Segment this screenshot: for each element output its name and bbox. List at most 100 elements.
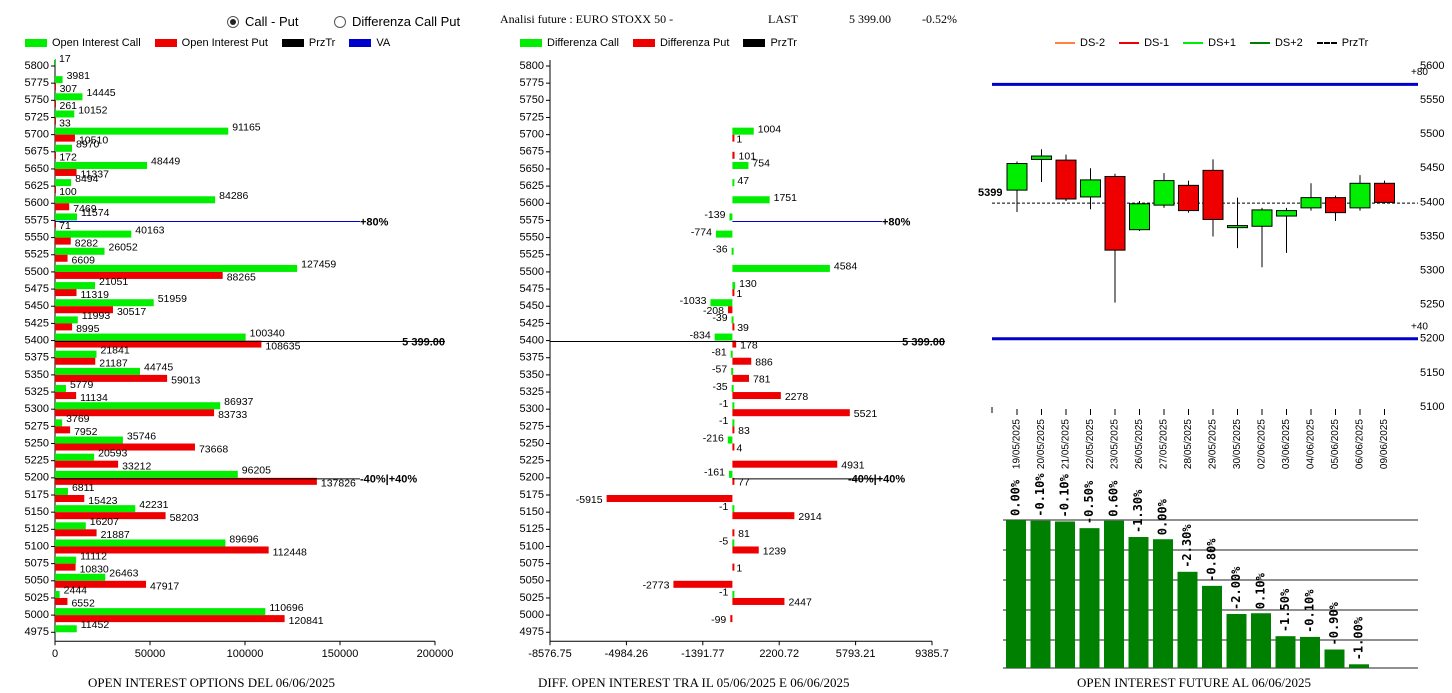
- oi-call-value: 51959: [158, 293, 187, 305]
- oi-put-value: 172: [59, 152, 77, 164]
- oi-put-value: 11337: [81, 169, 110, 181]
- oi-put-value: 11134: [80, 392, 108, 404]
- diff-call-value: -1: [719, 501, 728, 513]
- diff-prztr-label: 5 399.00: [902, 336, 945, 348]
- oi-put-bar: [55, 306, 113, 314]
- diff-call-bar: [732, 179, 735, 187]
- radio-call-put[interactable]: Call - Put: [227, 14, 298, 29]
- diff-strike-label: 5425: [520, 317, 544, 329]
- oi-put-bar: [55, 83, 56, 91]
- future-bar: [1349, 664, 1369, 668]
- diff-call-value: 1004: [758, 123, 782, 135]
- oi-call-bar: [55, 110, 75, 118]
- diff-put-value: -2773: [643, 580, 670, 592]
- diff-strike-label: 5000: [520, 609, 544, 621]
- oi-strike-label: 5750: [25, 94, 49, 106]
- diff-strike-label: 5750: [520, 94, 544, 106]
- diff-put-bar: [732, 563, 735, 571]
- future-bar-label: -0.10%: [1303, 589, 1317, 633]
- oi-call-bar: [55, 333, 246, 341]
- candle-y-label: 5500: [1420, 128, 1444, 140]
- candle-y-label: 5350: [1420, 230, 1444, 242]
- candle-body: [1178, 184, 1199, 212]
- oi-put-bar: [55, 409, 215, 417]
- diff-strike-label: 5775: [520, 77, 544, 89]
- legend-ds-minus1-label: DS-1: [1144, 37, 1170, 49]
- diff-put-bar: [732, 460, 838, 468]
- oi-strike-label: 5325: [25, 386, 49, 398]
- oi-put-value: 71: [59, 220, 71, 232]
- diff-strike-label: 5225: [520, 455, 544, 467]
- legend-oi-call-label: Open Interest Call: [52, 37, 141, 49]
- candle-body: [1006, 163, 1028, 191]
- candle-band-label: +80: [1411, 67, 1428, 78]
- candle-date-label: 20/05/2025: [1036, 419, 1047, 469]
- oi-strike-label: 4975: [25, 626, 49, 638]
- candle-y-label: 5400: [1420, 196, 1444, 208]
- candle-body: [1031, 155, 1052, 160]
- oi-strike-label: 5400: [25, 334, 49, 346]
- radio-diff-dot[interactable]: [334, 15, 346, 28]
- oi-strike-label: 5425: [25, 317, 49, 329]
- oi-put-value: 33212: [122, 460, 151, 472]
- diff-strike-label: 5600: [520, 197, 544, 209]
- oi-call-value: 100340: [250, 327, 285, 339]
- diff-strike-label: 5475: [520, 283, 544, 295]
- diff-call-bar: [730, 350, 733, 358]
- future-bar-label: 0.00%: [1009, 479, 1023, 516]
- diff-put-value: 81: [738, 528, 750, 540]
- oi-call-bar: [55, 522, 86, 530]
- oi-call-bar: [55, 419, 63, 427]
- swatch-diff-put: [632, 39, 655, 47]
- diff-put-bar: [732, 340, 737, 348]
- oi-call-bar: [55, 144, 73, 152]
- oi-call-bar: [55, 367, 141, 375]
- diff-put-value: 1: [736, 133, 742, 145]
- legend-item-va: VA: [349, 37, 390, 49]
- oi-strike-label: 5100: [25, 540, 49, 552]
- oi-call-bar: [55, 127, 229, 135]
- legend-item-oi-put: Open Interest Put: [154, 37, 268, 49]
- diff-put-value: 83: [738, 425, 750, 437]
- diff-strike-label: 5025: [520, 592, 544, 604]
- oi-strike-label: 5150: [25, 506, 49, 518]
- radio-call-put-dot[interactable]: [227, 15, 239, 28]
- candle-date-label: 09/06/2025: [1379, 419, 1390, 469]
- oi-va-label: +80%: [360, 216, 389, 228]
- oi-x-tick-label: 50000: [135, 648, 166, 660]
- header-change: -0.52%: [922, 12, 957, 26]
- oi-put-value: 112448: [273, 546, 307, 558]
- future-bar: [1275, 636, 1296, 668]
- legend-ds-minus2-label: DS-2: [1080, 37, 1106, 49]
- diff-call-bar: [732, 419, 735, 427]
- diff-put-value: 1: [736, 288, 742, 300]
- oi-strike-label: 5450: [25, 300, 49, 312]
- oi-x-tick-label: 100000: [227, 648, 264, 660]
- oi-put-bar: [55, 168, 77, 176]
- oi-put-bar: [55, 374, 168, 382]
- oi-call-bar: [55, 93, 83, 101]
- oi-put-bar: [55, 597, 68, 605]
- diff-put-value: 1: [736, 562, 742, 574]
- future-bar: [1006, 520, 1026, 668]
- radio-diff-call-put[interactable]: Differenza Call Put: [334, 14, 460, 29]
- oi-x-tick-label: 0: [52, 648, 58, 660]
- oi-strike-label: 5175: [25, 489, 49, 501]
- diff-strike-label: 5100: [520, 540, 544, 552]
- future-bar-label: 0.60%: [1107, 480, 1121, 517]
- future-bar-label: -1.30%: [1131, 489, 1145, 533]
- diff-strike-label: 5400: [520, 334, 544, 346]
- legend-ds-plus1-label: DS+1: [1208, 37, 1236, 49]
- future-bar-label: 0.00%: [1156, 498, 1170, 535]
- candle-body: [1374, 182, 1395, 203]
- candle-body: [1055, 159, 1077, 200]
- diff-call-value: -81: [711, 347, 726, 359]
- candle-date-label: 06/06/2025: [1355, 419, 1366, 469]
- oi-strike-label: 5725: [25, 111, 49, 123]
- oi-va-label: -40%|+40%: [360, 474, 417, 486]
- diff-x-tick-label: -4984.26: [605, 648, 648, 660]
- diff-strike-label: 5050: [520, 575, 544, 587]
- oi-call-value: 48449: [151, 156, 180, 168]
- oi-call-bar: [55, 264, 298, 272]
- candle-date-label: 27/05/2025: [1159, 419, 1170, 469]
